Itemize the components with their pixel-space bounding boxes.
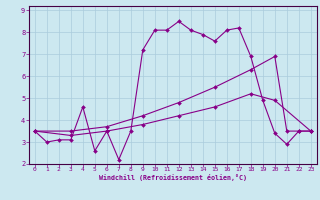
X-axis label: Windchill (Refroidissement éolien,°C): Windchill (Refroidissement éolien,°C): [99, 174, 247, 181]
